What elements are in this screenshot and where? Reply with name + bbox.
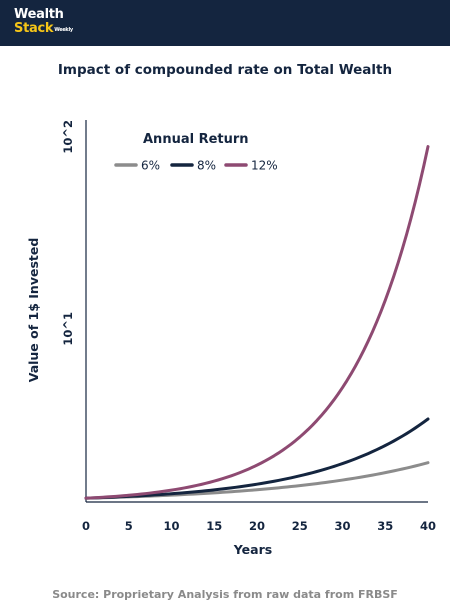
source-note: Source: Proprietary Analysis from raw da… <box>52 588 398 601</box>
y-axis-title: Value of 1$ Invested <box>26 238 41 383</box>
chart-title: Impact of compounded rate on Total Wealt… <box>57 62 393 78</box>
series-line-12pct <box>84 145 430 500</box>
x-tick-label: 40 <box>420 519 436 533</box>
brand-suffix: Weekly <box>54 27 73 33</box>
legend-label: 12% <box>251 159 278 173</box>
series-line-6pct <box>84 461 430 500</box>
legend-title: Annual Return <box>143 132 249 147</box>
x-axis-title: Years <box>233 542 272 557</box>
brand-name-word: Stack <box>14 21 54 36</box>
x-tick-label: 15 <box>206 519 222 533</box>
y-tick-label: 10^1 <box>61 312 75 346</box>
y-tick-label: 10^2 <box>61 120 75 154</box>
x-tick-label: 20 <box>249 519 265 533</box>
x-tick-label: 35 <box>377 519 393 533</box>
x-tick-label: 10 <box>163 519 179 533</box>
header-bar: Wealth StackWeekly <box>0 0 450 46</box>
x-tick-label: 25 <box>292 519 308 533</box>
brand-name-line2: StackWeekly <box>14 22 73 35</box>
x-tick-label: 0 <box>82 519 90 533</box>
brand-name-line1: Wealth <box>14 7 64 22</box>
x-tick-label: 5 <box>125 519 133 533</box>
legend-label: 6% <box>141 159 160 173</box>
legend-label: 8% <box>197 159 216 173</box>
brand-logo: Wealth StackWeekly <box>14 8 73 35</box>
series-line-8pct <box>84 417 430 500</box>
x-tick-label: 30 <box>334 519 350 533</box>
